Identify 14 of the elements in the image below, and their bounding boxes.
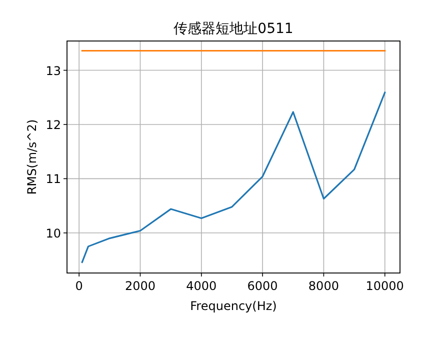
y-axis-title: RMS(m/s^2) <box>25 119 39 195</box>
line-series <box>81 92 386 263</box>
x-tick-label: 8000 <box>308 279 339 293</box>
y-tick-label: 13 <box>46 64 61 78</box>
y-tick-label: 11 <box>46 172 61 186</box>
chart-title: 传感器短地址0511 <box>174 21 294 37</box>
y-tick-label: 12 <box>46 118 61 132</box>
x-tick-label: 0 <box>75 279 83 293</box>
x-tick-label: 4000 <box>186 279 217 293</box>
x-tick-label: 2000 <box>124 279 156 293</box>
x-tick-label: 6000 <box>247 279 278 293</box>
y-tick-label: 10 <box>46 226 61 240</box>
x-tick-label: 10000 <box>366 279 404 293</box>
x-axis-title: Frequency(Hz) <box>190 299 277 313</box>
